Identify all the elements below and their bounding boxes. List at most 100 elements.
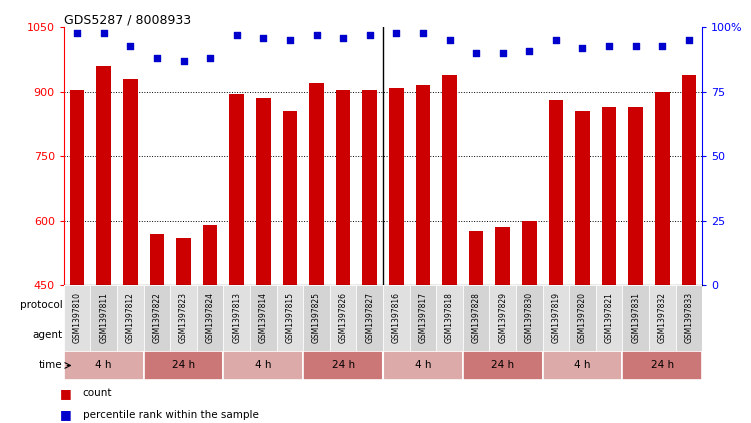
Bar <box>655 92 670 285</box>
Bar <box>602 107 617 285</box>
Bar <box>463 285 490 351</box>
Bar <box>623 351 702 380</box>
Text: 4 h: 4 h <box>575 360 591 371</box>
Text: GSM1397819: GSM1397819 <box>551 292 560 343</box>
Bar <box>123 79 137 285</box>
Point <box>629 42 641 49</box>
Bar <box>357 285 383 351</box>
Bar <box>409 285 436 351</box>
Text: SMRT depletion: SMRT depletion <box>502 299 583 310</box>
Text: GSM1397824: GSM1397824 <box>206 292 215 343</box>
Bar <box>383 321 542 349</box>
Text: count: count <box>83 388 112 398</box>
Text: GSM1397812: GSM1397812 <box>126 292 135 343</box>
Point <box>577 45 589 52</box>
Bar <box>649 285 676 351</box>
Text: agent: agent <box>32 330 62 340</box>
Bar <box>330 285 357 351</box>
Bar <box>548 101 563 285</box>
Text: GDS5287 / 8008933: GDS5287 / 8008933 <box>64 14 191 26</box>
Bar <box>543 321 702 349</box>
Bar <box>623 285 649 351</box>
Text: time: time <box>39 360 62 371</box>
Text: GSM1397810: GSM1397810 <box>73 292 82 343</box>
Point <box>603 42 615 49</box>
Point <box>496 50 508 57</box>
Bar <box>224 351 303 380</box>
Text: vehicle: vehicle <box>125 330 162 340</box>
Point <box>231 32 243 38</box>
Bar <box>575 111 590 285</box>
Text: GSM1397814: GSM1397814 <box>259 292 268 343</box>
Bar <box>229 94 244 285</box>
Bar <box>176 238 191 285</box>
Text: 24 h: 24 h <box>172 360 195 371</box>
Bar <box>383 290 702 319</box>
Bar <box>282 111 297 285</box>
Point <box>98 29 110 36</box>
Text: estradiol: estradiol <box>280 330 326 340</box>
Point <box>391 29 403 36</box>
Text: control: control <box>205 299 242 310</box>
Bar <box>170 285 197 351</box>
Text: GSM1397827: GSM1397827 <box>365 292 374 343</box>
Point <box>337 34 349 41</box>
Bar <box>336 90 351 285</box>
Bar <box>415 85 430 285</box>
Bar <box>543 285 569 351</box>
Bar <box>256 98 270 285</box>
Bar <box>64 321 224 349</box>
Bar <box>203 225 218 285</box>
Point <box>151 55 163 62</box>
Point <box>177 58 189 64</box>
Text: GSM1397815: GSM1397815 <box>285 292 294 343</box>
Text: GSM1397811: GSM1397811 <box>99 292 108 343</box>
Text: GSM1397829: GSM1397829 <box>498 292 507 343</box>
Bar <box>629 107 643 285</box>
Point <box>417 29 429 36</box>
Bar <box>64 351 143 380</box>
Bar <box>143 351 224 380</box>
Bar <box>149 233 164 285</box>
Point <box>444 37 456 44</box>
Bar <box>569 285 596 351</box>
Bar <box>496 227 510 285</box>
Bar <box>117 285 143 351</box>
Bar <box>309 83 324 285</box>
Text: percentile rank within the sample: percentile rank within the sample <box>83 409 258 420</box>
Text: GSM1397816: GSM1397816 <box>392 292 401 343</box>
Text: 24 h: 24 h <box>331 360 354 371</box>
Point <box>683 37 695 44</box>
Bar <box>64 290 383 319</box>
Bar <box>224 321 383 349</box>
Point <box>204 55 216 62</box>
Bar <box>543 351 623 380</box>
Text: 4 h: 4 h <box>95 360 112 371</box>
Bar <box>522 221 537 285</box>
Bar <box>70 90 84 285</box>
Text: 24 h: 24 h <box>650 360 674 371</box>
Text: GSM1397821: GSM1397821 <box>605 292 614 343</box>
Bar <box>197 285 224 351</box>
Bar <box>676 285 702 351</box>
Bar <box>490 285 516 351</box>
Text: 4 h: 4 h <box>255 360 272 371</box>
Bar <box>96 66 111 285</box>
Point <box>470 50 482 57</box>
Text: protocol: protocol <box>20 299 62 310</box>
Point <box>550 37 562 44</box>
Bar <box>303 285 330 351</box>
Text: GSM1397830: GSM1397830 <box>525 292 534 343</box>
Bar <box>303 351 383 380</box>
Point <box>125 42 137 49</box>
Text: GSM1397818: GSM1397818 <box>445 292 454 343</box>
Bar <box>64 285 90 351</box>
Point <box>284 37 296 44</box>
Text: vehicle: vehicle <box>444 330 481 340</box>
Bar <box>596 285 623 351</box>
Text: GSM1397833: GSM1397833 <box>684 292 693 343</box>
Bar <box>250 285 276 351</box>
Point <box>258 34 270 41</box>
Text: ■: ■ <box>60 408 72 421</box>
Text: GSM1397820: GSM1397820 <box>578 292 587 343</box>
